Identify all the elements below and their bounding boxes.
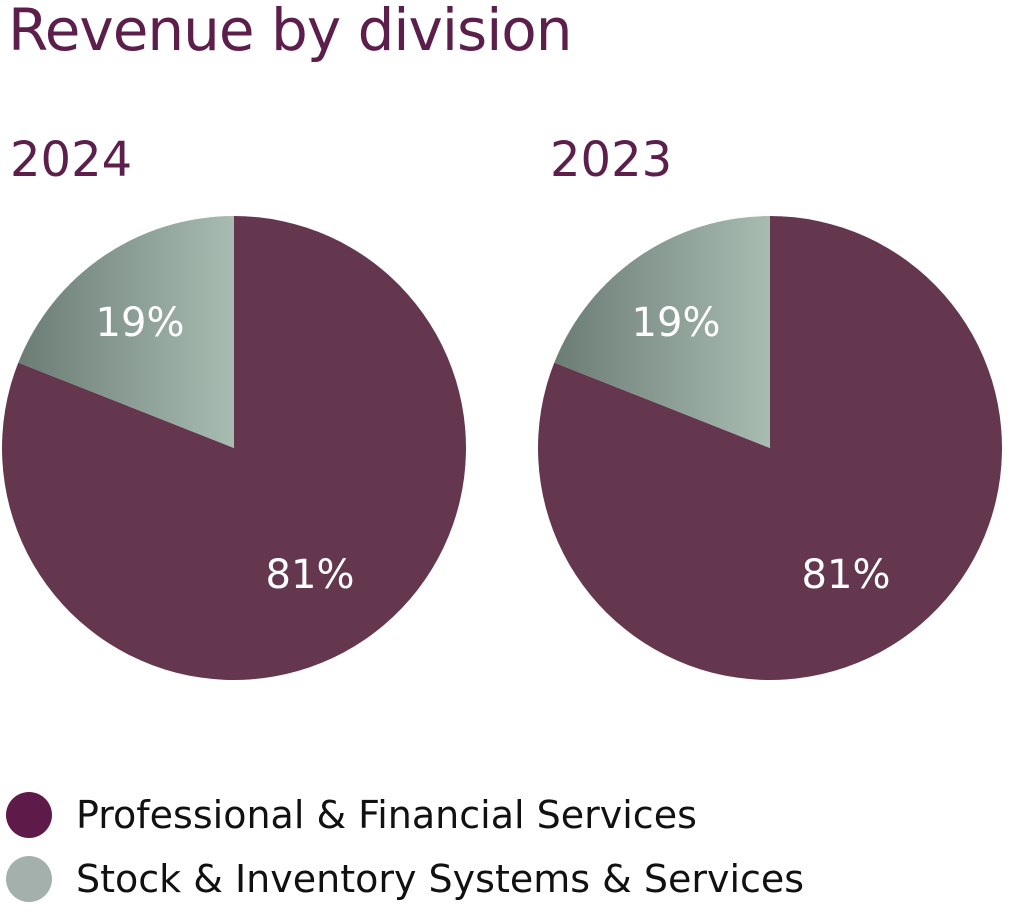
legend-swatch: [6, 856, 52, 902]
pie-label-2023: 2023: [550, 132, 673, 188]
legend-item-professional: Professional & Financial Services: [6, 792, 697, 838]
pie-slice-stock: [18, 216, 234, 448]
legend-item-stock: Stock & Inventory Systems & Services: [6, 856, 804, 902]
pie-label-2024: 2024: [10, 132, 133, 188]
legend-swatch: [6, 792, 52, 838]
pie-slice-stock: [554, 216, 770, 448]
data-label-professional: 81%: [266, 552, 355, 598]
data-label-professional: 81%: [802, 552, 891, 598]
legend-label: Stock & Inventory Systems & Services: [76, 857, 805, 901]
pie-slice-professional: [1, 216, 466, 680]
data-label-stock: 19%: [96, 300, 185, 346]
data-label-stock: 19%: [632, 300, 721, 346]
chart-title: Revenue by division: [8, 0, 573, 64]
legend-label: Professional & Financial Services: [76, 793, 697, 837]
